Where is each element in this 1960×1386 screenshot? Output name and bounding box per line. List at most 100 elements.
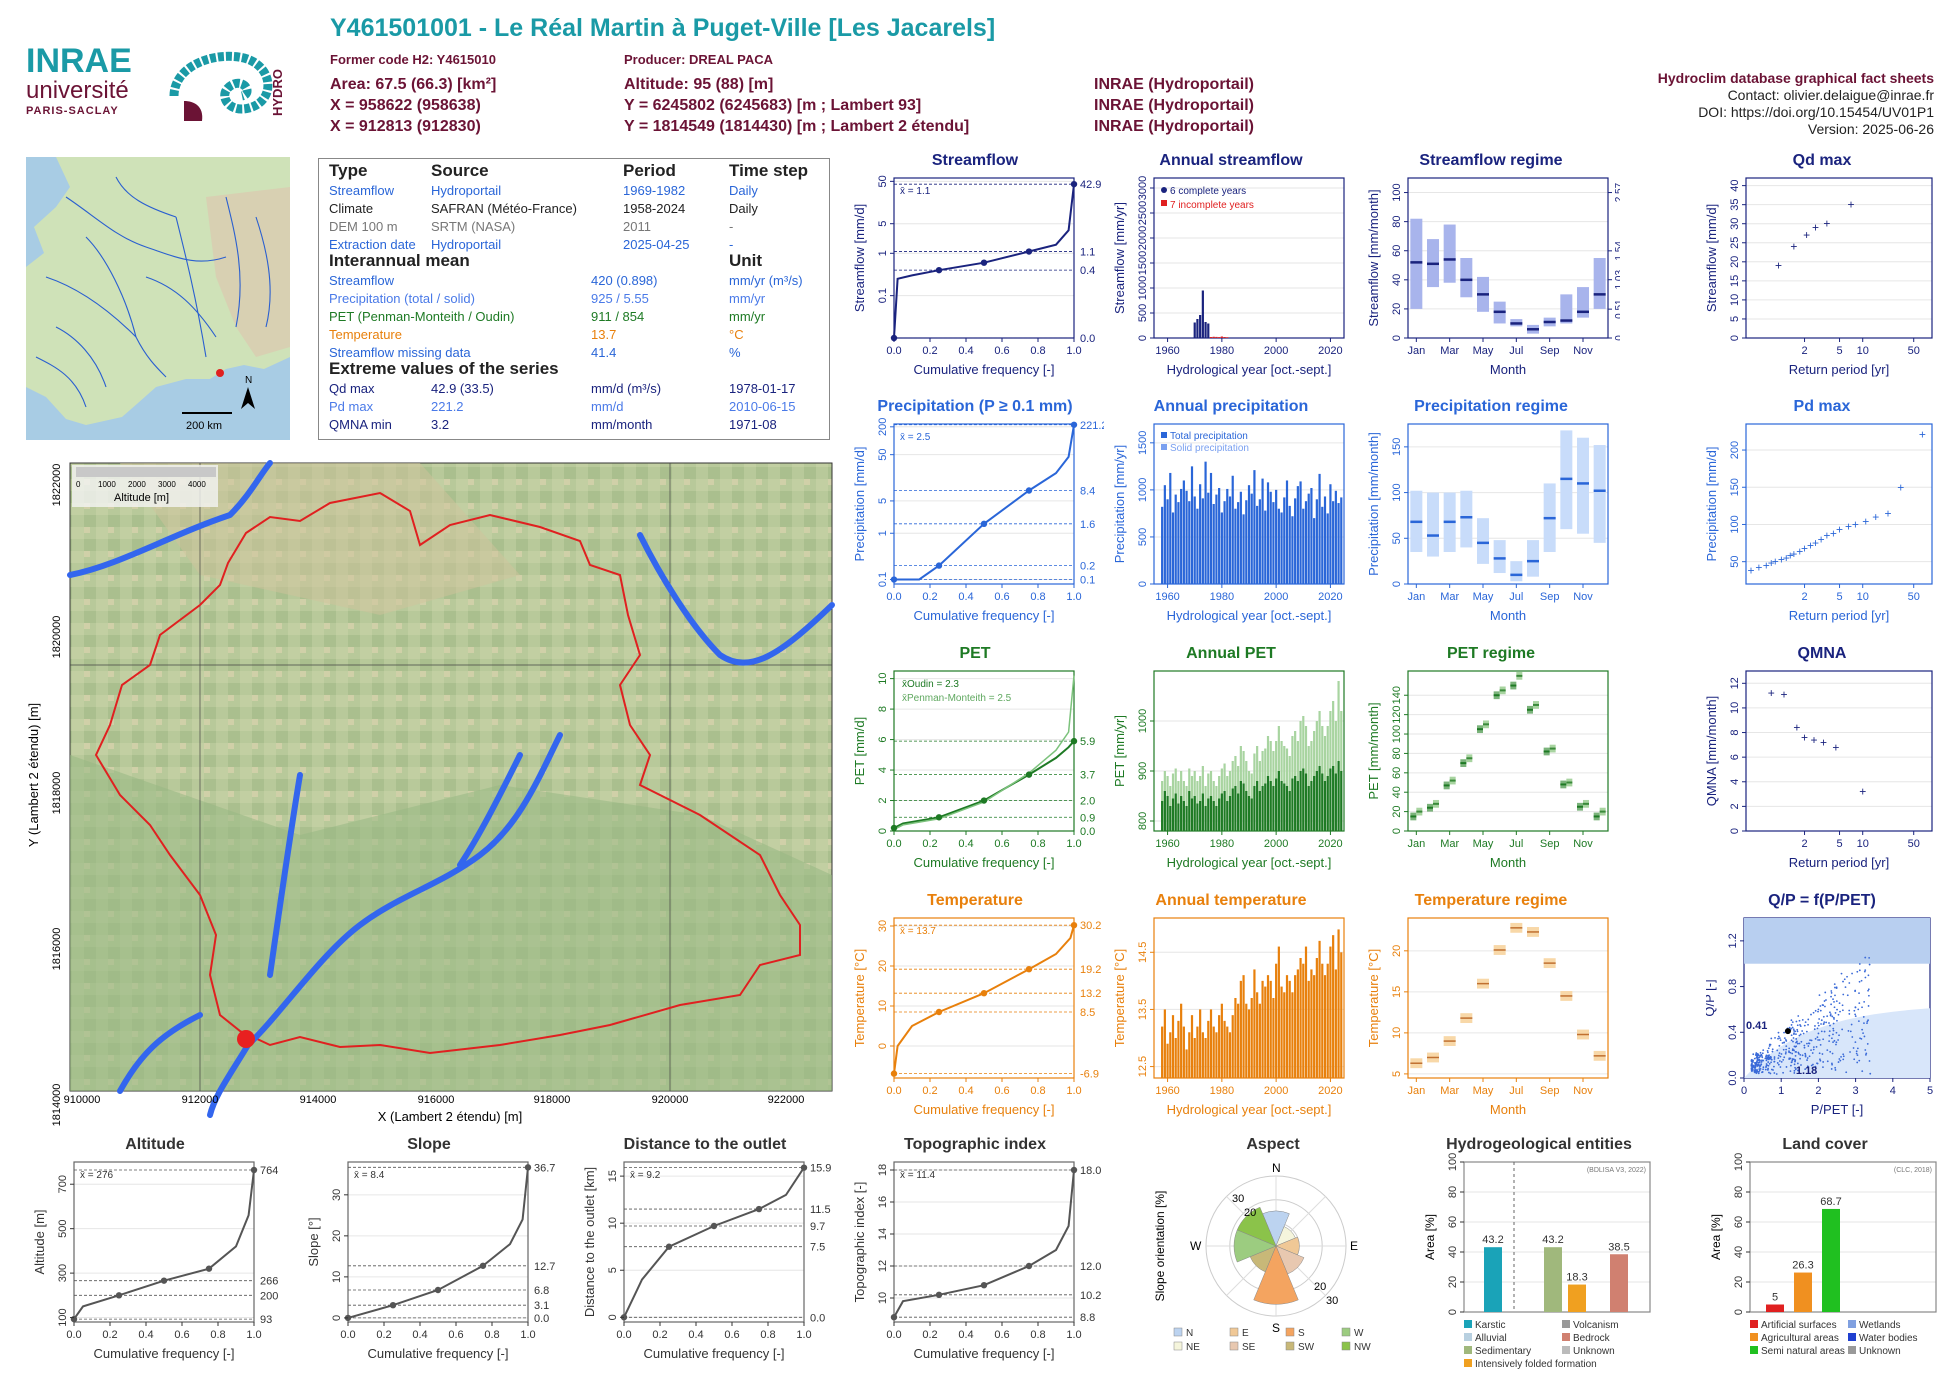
y-axis-label: Area [%] <box>1423 1214 1437 1260</box>
logo-hydro-wave <box>169 51 273 114</box>
scatter-point <box>1799 1024 1801 1026</box>
y-axis-label: PET [mm/d] <box>852 717 867 785</box>
river-main <box>207 1042 251 1118</box>
y-axis-label: PET [mm/yr] <box>1112 715 1127 787</box>
bar-oudin <box>1280 781 1283 831</box>
mean-precip-value: 925 / 5.55 <box>591 291 649 306</box>
bar-value-label: 43.2 <box>1542 1234 1563 1246</box>
scatter-point <box>1773 1058 1776 1060</box>
bar-incomplete-year <box>1226 337 1229 338</box>
right-tick-label: 9.7 <box>810 1221 825 1233</box>
legend-label: Bedrock <box>1573 1333 1611 1344</box>
x-tick-label: 2 <box>1801 838 1807 850</box>
scatter-point <box>1866 1020 1869 1023</box>
bar-oudin <box>1318 766 1321 831</box>
scatter-point <box>1804 1054 1807 1057</box>
bar-complete-year <box>1201 290 1204 338</box>
legend-total: Total precipitation <box>1170 431 1248 442</box>
bar-year <box>1318 940 1321 1078</box>
scatter-point <box>1857 1008 1860 1011</box>
bar-oudin <box>1215 806 1218 831</box>
x-tick-label: 2 <box>1815 1085 1821 1097</box>
legend-swatch <box>1173 1327 1183 1337</box>
bar-year <box>1299 481 1302 584</box>
bar-oudin <box>1182 801 1185 831</box>
x-tick-label: Jan <box>1407 345 1425 357</box>
area-bar <box>1822 1208 1840 1312</box>
rose-west: W <box>1190 1239 1202 1253</box>
missing-label: Streamflow missing data <box>329 345 471 360</box>
y-tick-label: 6 <box>1729 754 1741 760</box>
x-tick-label: 0.6 <box>448 1329 463 1341</box>
legend-swatch <box>1848 1333 1856 1341</box>
bar-oudin <box>1207 798 1210 831</box>
right-tick-label: 13.2 <box>1080 988 1101 1000</box>
scatter-point <box>1835 1041 1838 1044</box>
bar-year <box>1174 1038 1177 1078</box>
return-point: + <box>1823 217 1830 231</box>
bar-year <box>1321 506 1324 584</box>
scatter-point <box>1830 992 1833 994</box>
legend-tick-1000: 1000 <box>98 480 116 489</box>
legend-tick-4000: 4000 <box>188 480 206 489</box>
scatter-point <box>1762 1059 1764 1062</box>
doi-link[interactable]: DOI: https://doi.org/10.15454/UV01P1 <box>1698 104 1934 120</box>
x-tick-label: Mar <box>1440 1085 1459 1097</box>
y-tick-label: 13.5 <box>1137 999 1149 1020</box>
chart-svg: 764 266 200 93 x̄ = 276 0.0 0.2 0.4 0.6 0.8 1.0 100… <box>32 1161 278 1361</box>
scatter-point <box>1826 1060 1829 1063</box>
bar-year <box>1215 1032 1218 1078</box>
chart-svg: (BDLISA V3, 2022) 43.2 43.2 18.3 38.5 0 20 40 60… <box>1423 1153 1651 1370</box>
bar-year <box>1318 473 1321 584</box>
x-tick-label: 5 <box>1836 591 1842 603</box>
y-tick-label: 18 <box>877 1164 889 1176</box>
chart-panel-streamflow_regime: Streamflow regime Jan Mar May Jul Sep Nov 0 20 40… <box>1362 152 1620 392</box>
bar-oudin <box>1261 786 1264 831</box>
bar-year <box>1250 493 1253 584</box>
y-tick-label: 0 <box>607 1314 619 1320</box>
x-tick-label: 1980 <box>1210 591 1234 603</box>
x-tick-label: Jul <box>1509 591 1523 603</box>
x-axis-label: Cumulative frequency [-] <box>644 1346 785 1361</box>
bar-year <box>1253 470 1256 584</box>
bar-year <box>1185 490 1188 584</box>
x-axis-label: Cumulative frequency [-] <box>914 362 1055 377</box>
scatter-point <box>1866 1043 1869 1045</box>
scatter-point <box>1833 1006 1836 1009</box>
bar-oudin <box>1323 781 1327 831</box>
scatter-point <box>1868 956 1871 959</box>
x-tick-label: 2020 <box>1318 1085 1342 1097</box>
scatter-point <box>1812 1046 1815 1049</box>
box-range <box>1593 258 1606 309</box>
scatter-point <box>1793 1072 1796 1074</box>
x-tick-label: 0.6 <box>994 591 1009 603</box>
scatter-point <box>1855 1052 1858 1055</box>
scatter-point <box>1807 1045 1810 1047</box>
chart-title: PET regime <box>1446 645 1536 662</box>
scatter-point <box>1793 1049 1795 1052</box>
contact[interactable]: Contact: olivier.delaigue@inrae.fr <box>1727 87 1934 103</box>
scatter-point <box>1801 1030 1804 1032</box>
x-tick-label: May <box>1473 591 1494 603</box>
scatter-point <box>1770 1037 1773 1040</box>
row-climate-timestep: Daily <box>729 201 758 216</box>
chart-title: PET <box>959 645 991 662</box>
scatter-point <box>1790 1027 1793 1030</box>
bar-value-label: 38.5 <box>1608 1241 1629 1253</box>
quantile-point <box>710 1222 718 1230</box>
y-tick-label: 50 <box>1729 556 1741 568</box>
source-note: (CLC, 2018) <box>1894 1167 1932 1174</box>
return-point: + <box>1812 536 1819 550</box>
bar-oudin <box>1231 788 1234 831</box>
bar-oudin <box>1218 798 1221 831</box>
bar-year <box>1234 998 1237 1078</box>
scatter-point <box>1790 1034 1793 1037</box>
return-point: + <box>1836 523 1843 537</box>
scatter-point <box>1791 1021 1794 1024</box>
scatter-point <box>1836 1008 1838 1011</box>
bar-year <box>1207 492 1210 584</box>
x-tick-label: 0.6 <box>994 1329 1009 1341</box>
x-tick-label: Nov <box>1573 838 1593 850</box>
row-dem-period: 2011 <box>623 219 651 234</box>
scatter-point <box>1841 1028 1844 1031</box>
